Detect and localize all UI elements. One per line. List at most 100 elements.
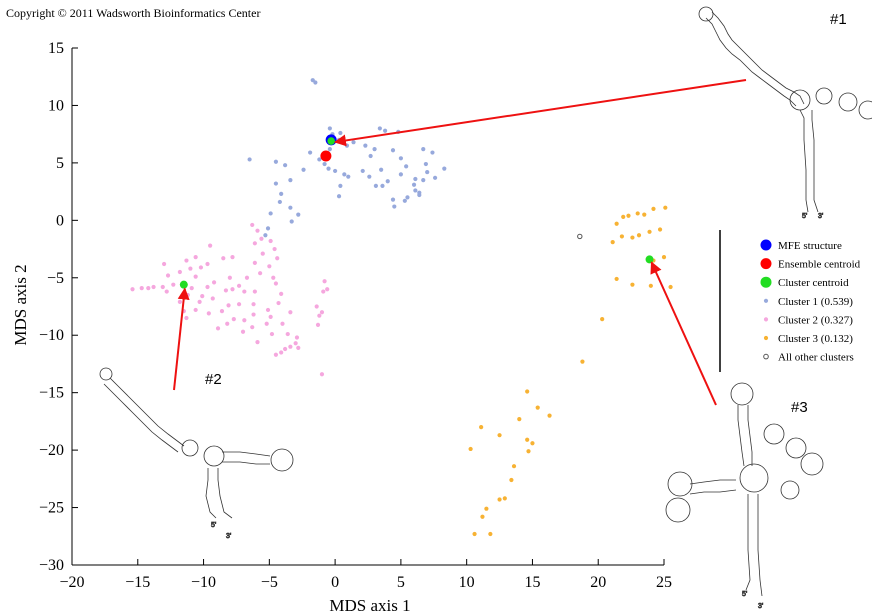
copyright-text: Copyright © 2011 Wadsworth Bioinformatic… <box>6 6 261 20</box>
cluster1-point <box>296 212 301 217</box>
cluster3-point <box>468 446 473 452</box>
y-tick-label: 0 <box>56 212 64 229</box>
cluster1-point <box>301 167 306 172</box>
cluster2-point <box>268 238 273 244</box>
cluster2-point <box>273 352 279 357</box>
cluster3-point <box>517 416 522 422</box>
cluster3-point <box>547 413 552 418</box>
cc2-marker <box>179 280 188 289</box>
axis-ticks: −20 −15 −10 −5 0 5 10 15 20 25 −30 −25 −20 −15 −10 −5 0 5… <box>39 40 672 591</box>
cluster1-point <box>390 148 396 153</box>
cluster3-point <box>479 425 484 430</box>
cluster2-point <box>283 346 288 352</box>
x-tick-label: 25 <box>656 574 672 591</box>
cluster2-point <box>293 341 298 346</box>
cluster2-point <box>197 299 202 305</box>
x-axis-title: MDS axis 1 <box>329 596 410 615</box>
cluster2-point <box>225 321 230 326</box>
cluster1-point <box>322 161 327 167</box>
cluster2-point <box>269 331 275 337</box>
cluster3-point <box>630 282 635 287</box>
cluster2-point <box>130 287 135 292</box>
cluster3-point <box>648 283 653 288</box>
cluster1-point <box>413 176 418 182</box>
cluster2-point <box>285 331 290 337</box>
legend-label: Cluster centroid <box>778 277 849 289</box>
cluster1-point <box>413 188 418 193</box>
x-tick-label: −20 <box>59 574 84 591</box>
cluster2-point <box>177 269 182 275</box>
cluster2-point <box>205 284 210 290</box>
cluster2-point <box>260 251 265 256</box>
cluster3-point <box>614 276 619 282</box>
cluster3-point <box>619 234 625 239</box>
cluster2-point <box>230 254 235 260</box>
legend-swatch <box>760 276 772 288</box>
cluster2-point <box>193 254 198 260</box>
cluster3-point <box>636 233 642 238</box>
cluster1-point <box>405 195 410 200</box>
cluster2-point <box>219 308 225 314</box>
arrow-to-cluster2-centroid <box>173 287 190 391</box>
cluster1-point <box>367 174 372 179</box>
cluster2-point <box>223 288 229 293</box>
cluster1-point <box>351 140 356 145</box>
cluster2-point <box>226 303 231 308</box>
cluster2-point <box>231 317 236 322</box>
cluster2-point <box>242 318 247 323</box>
x-tick-label: −5 <box>261 574 278 591</box>
cluster2-point <box>264 321 269 326</box>
cluster3-point <box>635 211 640 216</box>
cluster1-point <box>247 157 252 162</box>
cluster1-point <box>273 159 279 164</box>
cluster2-point <box>280 321 285 326</box>
cluster1-point <box>326 166 331 171</box>
legend-swatch <box>760 258 772 270</box>
cluster3-point <box>647 229 652 234</box>
cluster3-point <box>663 205 668 210</box>
y-tick-label: 10 <box>48 97 64 114</box>
cluster1-point <box>380 183 385 188</box>
cluster1-point <box>398 156 403 161</box>
cluster2-point <box>160 284 165 290</box>
cluster2-point <box>321 289 326 294</box>
cluster3-point <box>661 254 667 260</box>
cluster2-point <box>208 243 213 248</box>
cluster1-point <box>363 143 368 148</box>
cluster2-point <box>171 282 176 287</box>
legend-swatch <box>760 239 772 251</box>
cluster1-point <box>313 80 318 85</box>
cluster2-point <box>279 350 284 355</box>
cluster2-point <box>198 265 204 270</box>
cluster2-point <box>252 241 257 246</box>
legend-swatch <box>763 317 769 322</box>
cluster1-point <box>268 211 273 216</box>
cluster2-point <box>139 286 144 291</box>
cluster3-point <box>509 477 514 483</box>
cluster2-point <box>252 289 257 294</box>
cluster1-point <box>385 179 390 184</box>
cluster3-point <box>525 389 530 394</box>
x-tick-label: 5 <box>397 574 405 591</box>
legend-swatch <box>763 335 769 341</box>
cluster2-point <box>151 284 156 290</box>
cluster2-point <box>164 289 169 294</box>
cluster2-point <box>200 294 205 299</box>
cluster2-point <box>206 311 211 316</box>
cluster3-point <box>651 206 656 211</box>
cluster2-point <box>294 335 300 340</box>
cluster2-point <box>211 280 217 285</box>
cluster2-point <box>236 283 242 288</box>
cluster3-point <box>526 449 531 454</box>
y-tick-label: −20 <box>39 442 64 459</box>
rna-structure-2-drawing: 5' 3' <box>99 367 294 540</box>
cluster1-point <box>360 168 365 174</box>
cluster3-point <box>642 212 647 217</box>
cc1-marker <box>327 137 335 145</box>
cluster1-point <box>372 147 377 152</box>
cluster1-point <box>317 157 322 162</box>
plot-frame <box>71 48 664 566</box>
arrow-to-cluster1-centroid <box>333 79 747 147</box>
arrow-to-cluster3-centroid <box>650 261 717 406</box>
cluster1-point <box>390 197 396 202</box>
